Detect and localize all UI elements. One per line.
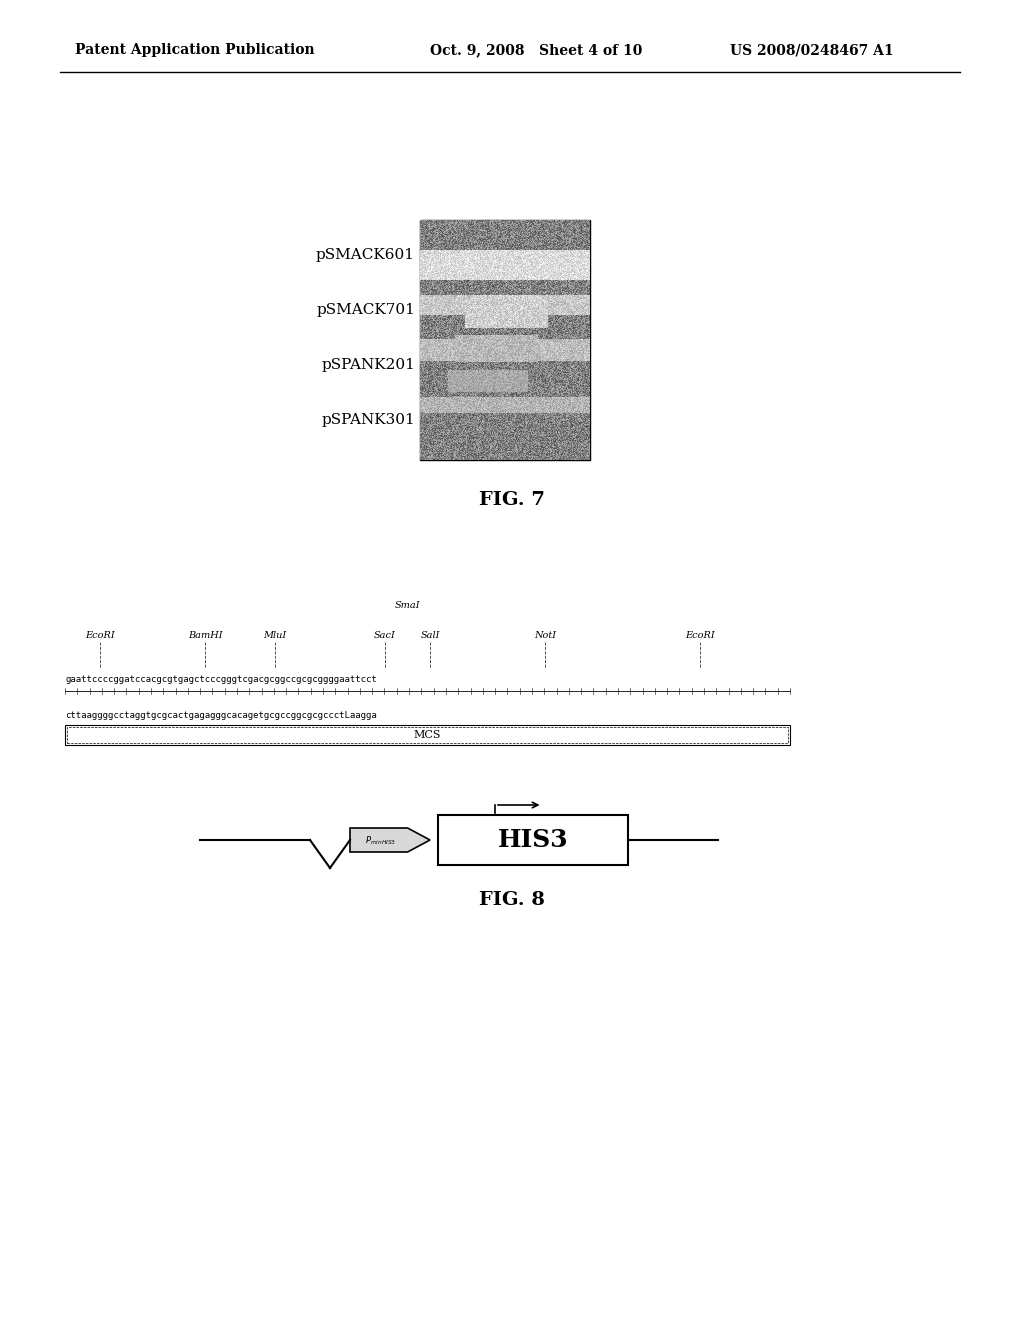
Text: US 2008/0248467 A1: US 2008/0248467 A1: [730, 44, 894, 57]
Text: FIG. 7: FIG. 7: [479, 491, 545, 510]
Text: EcoRI: EcoRI: [685, 631, 715, 640]
Text: Oct. 9, 2008   Sheet 4 of 10: Oct. 9, 2008 Sheet 4 of 10: [430, 44, 642, 57]
Bar: [65, 725, 790, 744]
Text: EcoRI: EcoRI: [85, 631, 115, 640]
Text: SalI: SalI: [420, 631, 439, 640]
Text: gaattccccggatccacgcgtgagctcccgggtcgacgcggccgcgcggggaattcct: gaattccccggatccacgcgtgagctcccgggtcgacgcg…: [65, 676, 377, 685]
Text: pSMACK701: pSMACK701: [316, 304, 415, 317]
Text: SmaI: SmaI: [395, 601, 421, 610]
Text: SacI: SacI: [374, 631, 396, 640]
Text: pSPANK201: pSPANK201: [322, 358, 415, 372]
Text: cttaaggggcctaggtgcgcactgagagggcacagetgcgccggcgcgccctLaagga: cttaaggggcctaggtgcgcactgagagggcacagetgcg…: [65, 710, 377, 719]
Bar: [67, 727, 788, 743]
Polygon shape: [350, 828, 430, 851]
Text: BamHI: BamHI: [187, 631, 222, 640]
Bar: [420, 220, 590, 459]
Text: FIG. 8: FIG. 8: [479, 891, 545, 909]
Text: pSPANK301: pSPANK301: [322, 413, 415, 426]
Text: $\it{P}_{minHIS3}$: $\it{P}_{minHIS3}$: [365, 834, 396, 847]
Bar: [438, 814, 628, 865]
Text: HIS3: HIS3: [498, 828, 568, 851]
Text: pSMACK601: pSMACK601: [316, 248, 415, 261]
Text: MluI: MluI: [263, 631, 287, 640]
Text: MCS: MCS: [414, 730, 440, 741]
Text: Patent Application Publication: Patent Application Publication: [75, 44, 314, 57]
Text: NotI: NotI: [534, 631, 556, 640]
